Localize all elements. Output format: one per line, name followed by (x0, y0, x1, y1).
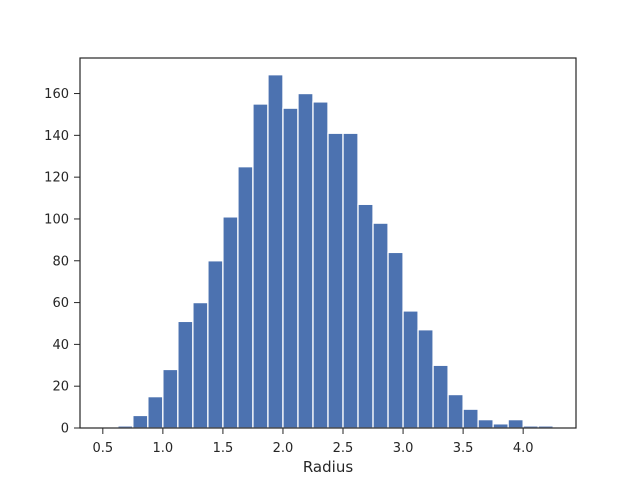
histogram-bar (477, 418, 494, 429)
histogram-bar (492, 423, 509, 429)
histogram-bar (402, 310, 419, 429)
histogram-bar (312, 101, 329, 429)
histogram-bar (237, 166, 254, 429)
histogram-bar (387, 251, 404, 429)
histogram-bar (507, 418, 524, 429)
histogram-bar (417, 329, 434, 429)
plot-frame (79, 57, 577, 429)
y-tick-label: 60 (52, 296, 69, 311)
x-tick-label: 2.0 (273, 441, 294, 456)
x-axis-ticks: 0.5 1.0 1.5 2.0 2.5 3.0 3.5 4.0 (92, 428, 534, 456)
y-tick-label: 140 (44, 129, 69, 144)
y-tick-label: 20 (52, 380, 69, 395)
y-tick-label: 0 (61, 422, 69, 437)
y-axis-ticks: 0 20 40 60 80 100 120 140 160 (44, 87, 80, 437)
y-tick-label: 120 (44, 171, 69, 186)
x-tick-label: 3.5 (453, 441, 474, 456)
histogram-bar (357, 203, 374, 429)
x-tick-label: 1.0 (153, 441, 174, 456)
x-axis-label: Radius (303, 458, 353, 476)
histogram-bars (117, 74, 554, 429)
histogram-bar (342, 132, 359, 429)
histogram-bar (432, 364, 449, 429)
y-tick-label: 100 (44, 212, 69, 227)
histogram-bar (177, 320, 194, 429)
histogram-bar (462, 408, 479, 429)
x-tick-label: 1.5 (213, 441, 234, 456)
histogram-bar (147, 395, 164, 429)
histogram-bar (447, 393, 464, 429)
histogram-bar (252, 103, 269, 429)
y-tick-label: 80 (52, 254, 69, 269)
histogram-bar (267, 74, 284, 429)
y-tick-label: 160 (44, 87, 69, 102)
histogram-bar (297, 92, 314, 429)
x-tick-label: 0.5 (92, 441, 113, 456)
histogram-bar (222, 216, 239, 429)
histogram-bar (372, 222, 389, 429)
histogram-bar (282, 107, 299, 429)
histogram-bar (192, 301, 209, 429)
x-tick-label: 4.0 (513, 441, 534, 456)
histogram-bar (132, 414, 149, 429)
histogram-bar (327, 132, 344, 429)
y-tick-label: 40 (52, 338, 69, 353)
x-tick-label: 2.5 (333, 441, 354, 456)
x-tick-label: 3.0 (393, 441, 414, 456)
histogram-bar (207, 260, 224, 429)
histogram-bar (162, 368, 179, 429)
